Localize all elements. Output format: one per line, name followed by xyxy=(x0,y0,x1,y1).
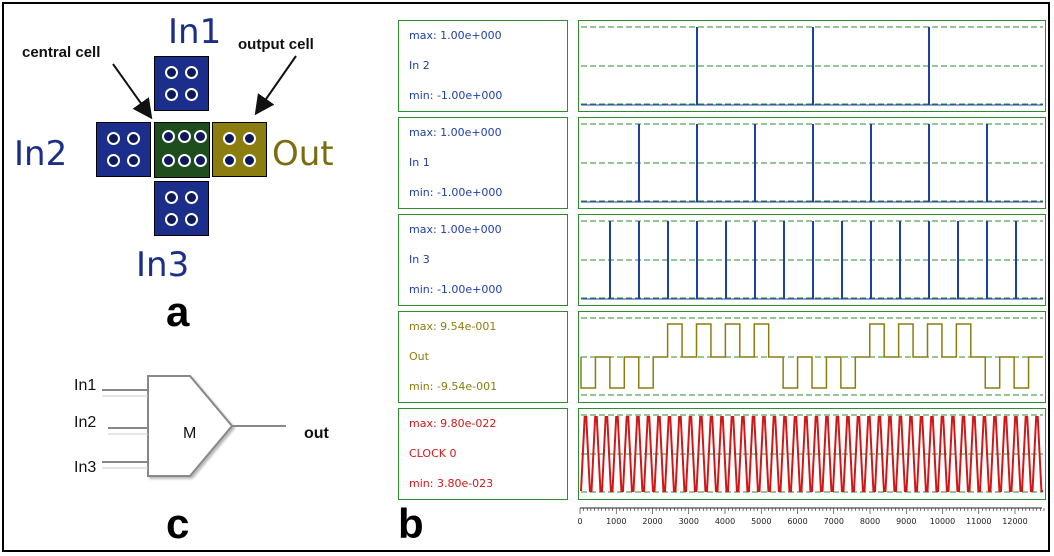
trace-name-label: Out xyxy=(409,350,429,363)
gate-input-in3: In3 xyxy=(74,459,97,476)
cell-dot xyxy=(165,88,178,101)
gate-input-in1: In1 xyxy=(74,377,97,394)
cell-dot xyxy=(185,88,198,101)
input-cell-in1 xyxy=(154,56,209,111)
axis-tick-label: 1000 xyxy=(606,517,626,526)
trace-plot xyxy=(578,311,1046,403)
axis-tick-label: 9000 xyxy=(896,517,916,526)
output-callout-arrow xyxy=(254,55,297,116)
output-cell xyxy=(212,122,267,177)
trace-info-box: max: 1.00e+000 In 2 min: -1.00e+000 xyxy=(398,20,568,112)
axis-tick-label: 3000 xyxy=(679,517,699,526)
cell-dot xyxy=(162,154,175,167)
trace-line xyxy=(580,416,1043,492)
trace-max-label: max: 9.80e-022 xyxy=(409,417,497,430)
axis-tick-label: 5000 xyxy=(751,517,771,526)
gate-input-in2: In2 xyxy=(74,414,97,431)
cell-dot xyxy=(185,213,198,226)
trace-max-label: max: 1.00e+000 xyxy=(409,29,502,42)
trace-name-label: In 1 xyxy=(409,156,430,169)
cell-dot xyxy=(178,130,191,143)
cell-dot xyxy=(194,154,207,167)
central-cell-callout: central cell xyxy=(22,44,101,61)
in2-label: In2 xyxy=(14,134,68,174)
central-callout-arrow xyxy=(112,63,153,120)
cell-dot xyxy=(107,132,120,145)
time-axis: 0 1000 2000 3000 4000 5000 6000 7000 8000 9000 100… xyxy=(578,507,1045,526)
cell-dot xyxy=(165,213,178,226)
cell-dot xyxy=(107,154,120,167)
trace-plot xyxy=(578,214,1046,306)
cell-dot xyxy=(243,132,256,145)
out-label: Out xyxy=(272,134,334,174)
trace-min-label: min: -9.54e-001 xyxy=(409,380,498,393)
cell-dot xyxy=(194,130,207,143)
axis-tick-label: 10000 xyxy=(930,517,955,526)
cell-dot xyxy=(127,154,140,167)
gate-output-label: out xyxy=(304,425,329,442)
axis-tick-label: 4000 xyxy=(715,517,735,526)
cell-dot xyxy=(165,66,178,79)
cell-dot xyxy=(127,132,140,145)
trace-plot xyxy=(578,408,1046,500)
trace-plot xyxy=(578,117,1046,209)
trace-line xyxy=(580,323,1043,389)
trace-name-label: In 2 xyxy=(409,59,430,72)
callout-arrows xyxy=(112,55,297,120)
trace-min-label: min: -1.00e+000 xyxy=(409,89,503,102)
in3-label: In3 xyxy=(136,245,190,285)
gate-body xyxy=(147,375,234,477)
axis-tick-label: 12000 xyxy=(1002,517,1027,526)
trace-min-label: min: -1.00e+000 xyxy=(409,283,503,296)
input-cell-in3 xyxy=(154,181,209,236)
axis-tick-label: 7000 xyxy=(824,517,844,526)
majority-gate xyxy=(102,375,286,477)
panel-b-letter: b xyxy=(398,500,424,547)
trace-plot xyxy=(578,20,1046,112)
trace-name-label: In 3 xyxy=(409,253,430,266)
axis-tick-label: 8000 xyxy=(860,517,880,526)
output-cell-callout: output cell xyxy=(238,36,314,53)
panel-a-letter: a xyxy=(166,288,190,335)
panel-c-letter: c xyxy=(166,500,190,547)
trace-max-label: max: 9.54e-001 xyxy=(409,320,497,333)
trace-max-label: max: 1.00e+000 xyxy=(409,223,502,236)
axis-tick-label: 2000 xyxy=(642,517,662,526)
trace-info-box: max: 1.00e+000 In 3 min: -1.00e+000 xyxy=(398,214,568,306)
axis-tick-label: 6000 xyxy=(787,517,807,526)
cell-dot xyxy=(185,66,198,79)
cell-dot xyxy=(162,130,175,143)
trace-info-box: max: 1.00e+000 In 1 min: -1.00e+000 xyxy=(398,117,568,209)
gate-symbol: M xyxy=(183,425,197,442)
central-cell xyxy=(154,122,210,178)
axis-tick-label: 0 xyxy=(578,517,583,526)
trace-min-label: min: -1.00e+000 xyxy=(409,186,503,199)
input-cell-in2 xyxy=(96,122,151,177)
trace-info-box: max: 9.80e-022 CLOCK 0 min: 3.80e-023 xyxy=(398,408,568,500)
trace-name-label: CLOCK 0 xyxy=(409,447,457,460)
cell-dot xyxy=(223,154,236,167)
cell-dot xyxy=(185,191,198,204)
in1-label: In1 xyxy=(168,12,222,52)
cell-dot xyxy=(243,154,256,167)
trace-max-label: max: 1.00e+000 xyxy=(409,126,502,139)
trace-info-box: max: 9.54e-001 Out min: -9.54e-001 xyxy=(398,311,568,403)
cell-dot xyxy=(178,154,191,167)
trace-min-label: min: 3.80e-023 xyxy=(409,477,494,490)
cell-dot xyxy=(223,132,236,145)
cell-dot xyxy=(165,191,178,204)
axis-tick-label: 11000 xyxy=(966,517,991,526)
